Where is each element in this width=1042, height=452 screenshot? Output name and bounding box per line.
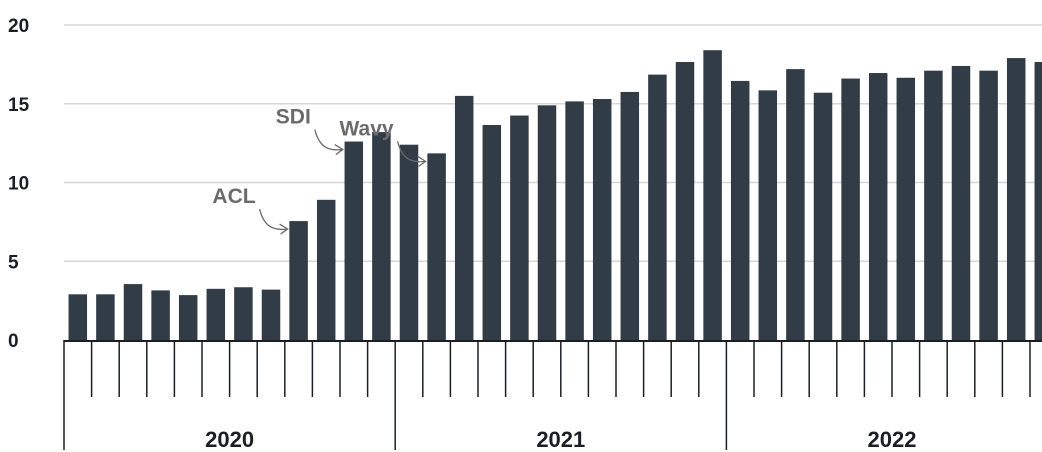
bar [924, 70, 943, 341]
annotation: SDI [276, 106, 344, 156]
bar [841, 78, 860, 341]
bar [537, 105, 557, 340]
bar [703, 50, 722, 340]
bars [68, 50, 1042, 341]
annotation-label: ACL [212, 185, 255, 208]
bar [316, 199, 336, 340]
bar [648, 74, 667, 341]
annotation-arrow [396, 141, 426, 163]
bar [620, 91, 640, 340]
annotation: ACL [212, 185, 289, 235]
bar [344, 141, 364, 340]
bar [123, 284, 143, 340]
annotation-arrowhead [279, 223, 289, 235]
annotation-arrowhead [417, 155, 427, 167]
annotation-arrow [314, 129, 343, 151]
bar [261, 289, 281, 340]
bar [758, 90, 778, 340]
bar [482, 125, 502, 340]
annotation-arrow [258, 208, 288, 231]
bar [289, 221, 308, 340]
y-tick-label: 20 [8, 16, 29, 37]
bar [1006, 58, 1026, 340]
annotation-label: SDI [276, 106, 311, 129]
bar [1034, 62, 1042, 340]
bar [206, 288, 226, 340]
bar [399, 144, 419, 340]
bar [951, 65, 971, 340]
bar [979, 70, 998, 341]
annotation-label: Wavy [340, 117, 394, 140]
bar [68, 294, 88, 340]
bar [96, 294, 115, 340]
bar [178, 295, 198, 340]
bar [730, 80, 750, 340]
bar [813, 92, 833, 340]
year-label: 2022 [868, 427, 917, 452]
y-tick-label: 0 [8, 331, 19, 352]
year-label: 2021 [536, 427, 585, 452]
y-tick-labels: 0 5 10 15 20 [8, 16, 30, 352]
bar [675, 62, 695, 340]
year-label: 2020 [205, 427, 254, 452]
bar [510, 115, 529, 340]
bar [454, 95, 474, 341]
y-tick-label: 5 [8, 252, 19, 273]
bar [896, 77, 916, 340]
bar [565, 101, 584, 340]
bar [427, 153, 446, 340]
y-tick-label: 15 [8, 95, 30, 116]
x-axis [63, 340, 1042, 450]
year-labels: 2020 2021 2022 [205, 427, 916, 452]
bar [151, 290, 170, 340]
bar [868, 73, 888, 340]
bar [592, 99, 612, 341]
bar [786, 69, 805, 340]
y-tick-label: 10 [8, 174, 29, 195]
bar [234, 287, 253, 340]
annotation-arrowhead [334, 143, 344, 156]
annotations: ACL SDI Wavy [212, 106, 427, 235]
bar [372, 132, 391, 340]
annotation: Wavy [340, 117, 427, 167]
